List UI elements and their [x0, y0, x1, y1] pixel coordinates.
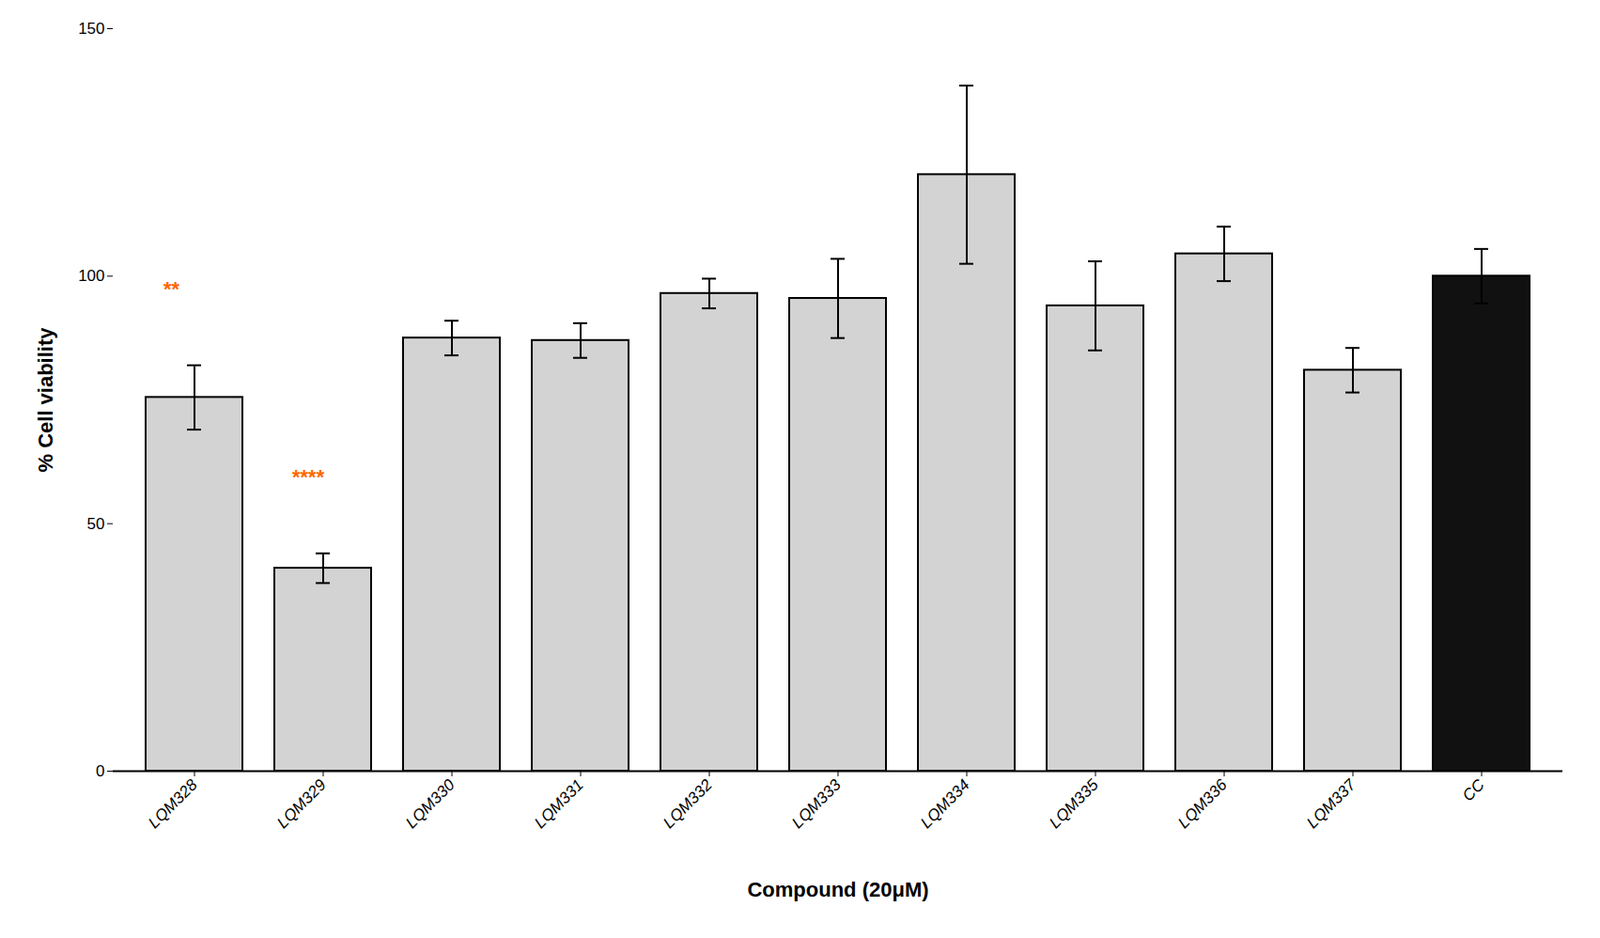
svg-text:CC: CC	[1459, 775, 1489, 805]
svg-text:LQM335: LQM335	[1045, 775, 1103, 832]
svg-text:0: 0	[95, 761, 105, 780]
svg-text:LQM332: LQM332	[659, 775, 716, 832]
svg-text:50: 50	[87, 514, 106, 533]
svg-text:LQM334: LQM334	[916, 776, 974, 833]
svg-text:150: 150	[77, 19, 105, 38]
svg-text:% Cell viability: % Cell viability	[33, 326, 58, 473]
svg-text:LQM328: LQM328	[144, 775, 202, 832]
svg-text:LQM329: LQM329	[273, 775, 330, 832]
svg-text:**: **	[162, 277, 181, 301]
svg-text:LQM333: LQM333	[788, 775, 845, 832]
svg-text:LQM337: LQM337	[1303, 775, 1360, 832]
svg-text:Compound (20μM): Compound (20μM)	[746, 877, 929, 901]
svg-text:100: 100	[77, 266, 105, 285]
svg-text:LQM330: LQM330	[402, 775, 459, 832]
svg-text:****: ****	[291, 465, 326, 489]
svg-text:LQM331: LQM331	[530, 776, 588, 833]
svg-text:LQM336: LQM336	[1174, 775, 1231, 832]
